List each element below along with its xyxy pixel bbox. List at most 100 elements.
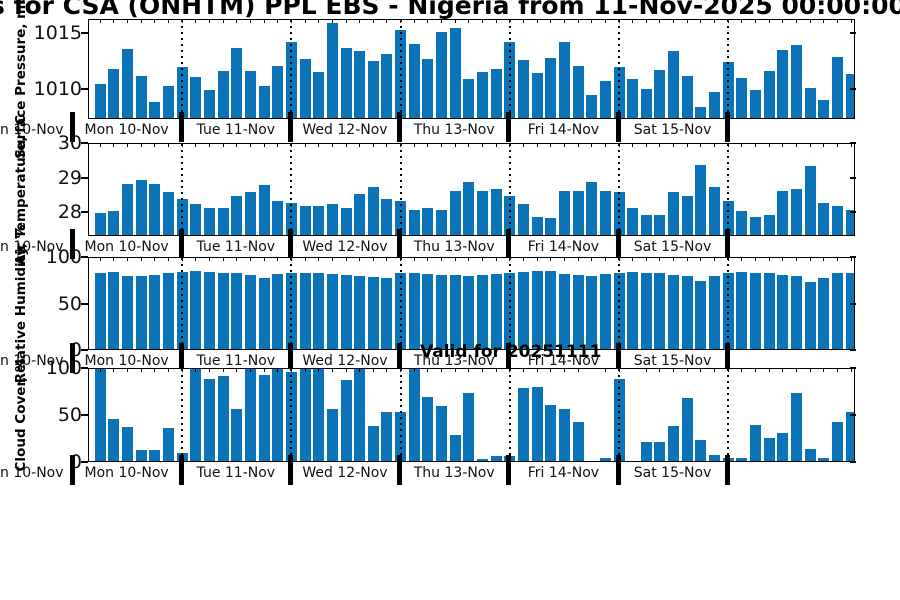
day-label: Wed 12-Nov — [302, 122, 388, 138]
minor-tick — [563, 258, 565, 261]
day-boundary-dotted-line — [618, 20, 620, 118]
relative-humidity-bar — [818, 278, 830, 349]
day-label: Sat 15-Nov — [633, 122, 712, 138]
day-tick — [615, 455, 621, 485]
minor-tick — [127, 20, 129, 23]
minor-tick — [755, 144, 756, 147]
minor-tick — [823, 144, 825, 147]
minor-tick — [154, 258, 156, 261]
air-temperature-bar — [804, 166, 816, 235]
minor-tick — [536, 258, 538, 261]
surface-pressure-bar — [599, 81, 611, 118]
y-tick — [850, 461, 856, 463]
minor-tick — [359, 369, 361, 372]
cloud-cover-bar — [818, 458, 830, 461]
minor-tick — [427, 369, 429, 372]
surface-pressure-bar — [272, 65, 284, 118]
air-temperature-bar — [244, 192, 256, 235]
day-tick — [178, 455, 184, 485]
air-temperature-bar — [354, 194, 366, 235]
day-label: Tue 11-Nov — [196, 239, 276, 255]
air-temperature-bar — [299, 206, 311, 235]
minor-tick — [249, 20, 251, 23]
minor-tick — [386, 369, 388, 372]
minor-tick — [700, 369, 702, 372]
minor-tick — [673, 20, 675, 23]
minor-tick — [454, 20, 456, 23]
y-tick — [81, 367, 88, 369]
minor-tick — [209, 258, 210, 261]
cloud-cover-chart: 0 50 100 Mon 10-Nov Tue 11-Nov Wed 12-Nov Thu … — [0, 358, 856, 485]
minor-tick — [113, 369, 115, 372]
day-boundary-dotted-line — [181, 258, 184, 349]
minor-tick — [850, 144, 852, 147]
minor-tick — [222, 144, 224, 147]
minor-tick — [755, 258, 756, 261]
minor-tick — [591, 144, 593, 147]
day-tick — [287, 455, 293, 485]
y-tick — [81, 211, 88, 214]
air-temperature-bar — [204, 207, 215, 235]
minor-tick — [673, 144, 675, 147]
minor-tick — [195, 258, 197, 261]
minor-tick — [632, 258, 634, 261]
minor-tick — [249, 144, 251, 147]
minor-tick — [168, 369, 170, 372]
minor-tick — [686, 144, 688, 147]
cloud-cover-bar — [831, 421, 843, 461]
air-temperature-bar — [149, 183, 161, 235]
cloud-cover-bar — [845, 412, 854, 461]
cloud-cover-bar — [695, 440, 707, 461]
minor-tick — [768, 144, 770, 147]
minor-tick — [277, 258, 279, 261]
minor-tick — [468, 258, 470, 261]
relative-humidity-bar — [545, 270, 557, 349]
day-tick — [178, 112, 184, 142]
cloud-cover-bar — [367, 426, 379, 461]
day-tick — [69, 455, 75, 485]
minor-tick — [686, 258, 688, 261]
minor-tick — [714, 144, 716, 147]
minor-tick — [304, 369, 306, 372]
day-boundary-dotted-line — [508, 258, 511, 349]
relative-humidity-bar — [299, 272, 311, 349]
y-tick — [850, 414, 856, 416]
day-tick — [615, 229, 621, 259]
minor-tick — [482, 20, 483, 23]
minor-tick — [604, 258, 606, 261]
minor-tick — [700, 258, 702, 261]
minor-tick — [795, 20, 797, 23]
surface-pressure-chart: 1010 1015 Mon 10-Nov Tue 11-Nov Wed 12-Nov Th… — [0, 19, 856, 142]
y-tick-label: 100 — [45, 357, 82, 379]
minor-tick — [331, 20, 333, 23]
surface-pressure-bar — [217, 71, 229, 118]
relative-humidity-bar — [845, 272, 854, 349]
surface-pressure-bar — [163, 85, 175, 118]
air-temperature-bar — [558, 190, 570, 235]
cloud-cover-plot-area — [88, 368, 855, 462]
day-boundary-dotted-line — [508, 20, 511, 118]
day-tick — [724, 455, 730, 485]
minor-tick — [577, 258, 579, 261]
relative-humidity-bar — [736, 271, 748, 349]
relative-humidity-bar — [558, 273, 570, 349]
day-label: Thu 13-Nov — [413, 239, 495, 255]
minor-tick — [441, 369, 443, 372]
minor-tick — [413, 369, 415, 372]
day-tick — [287, 112, 293, 142]
cloud-cover-bar — [558, 409, 570, 461]
minor-tick — [427, 144, 429, 147]
air-temperature-bar — [572, 190, 584, 235]
minor-tick — [823, 20, 825, 23]
minor-tick — [563, 144, 565, 147]
y-tick-label: 1015 — [33, 21, 82, 44]
minor-tick — [263, 369, 265, 372]
minor-tick — [577, 369, 579, 372]
day-label: Wed 12-Nov — [302, 465, 388, 481]
minor-tick — [645, 20, 647, 23]
figure-title: s for CSA (ONHTM) PPL EBS - Nigeria from… — [0, 0, 900, 20]
minor-tick — [768, 369, 770, 372]
day-label: Wed 12-Nov — [302, 353, 388, 369]
relative-humidity-bar — [231, 272, 243, 349]
